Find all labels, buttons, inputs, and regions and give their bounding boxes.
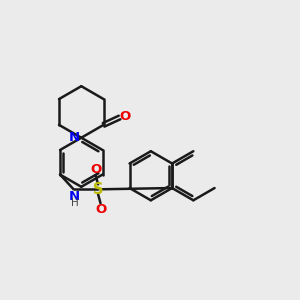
Text: H: H <box>71 198 79 208</box>
Text: O: O <box>119 110 130 123</box>
Text: O: O <box>95 203 106 216</box>
Text: N: N <box>69 190 80 202</box>
Text: N: N <box>69 131 80 144</box>
Text: O: O <box>90 163 101 176</box>
Text: S: S <box>93 182 103 197</box>
